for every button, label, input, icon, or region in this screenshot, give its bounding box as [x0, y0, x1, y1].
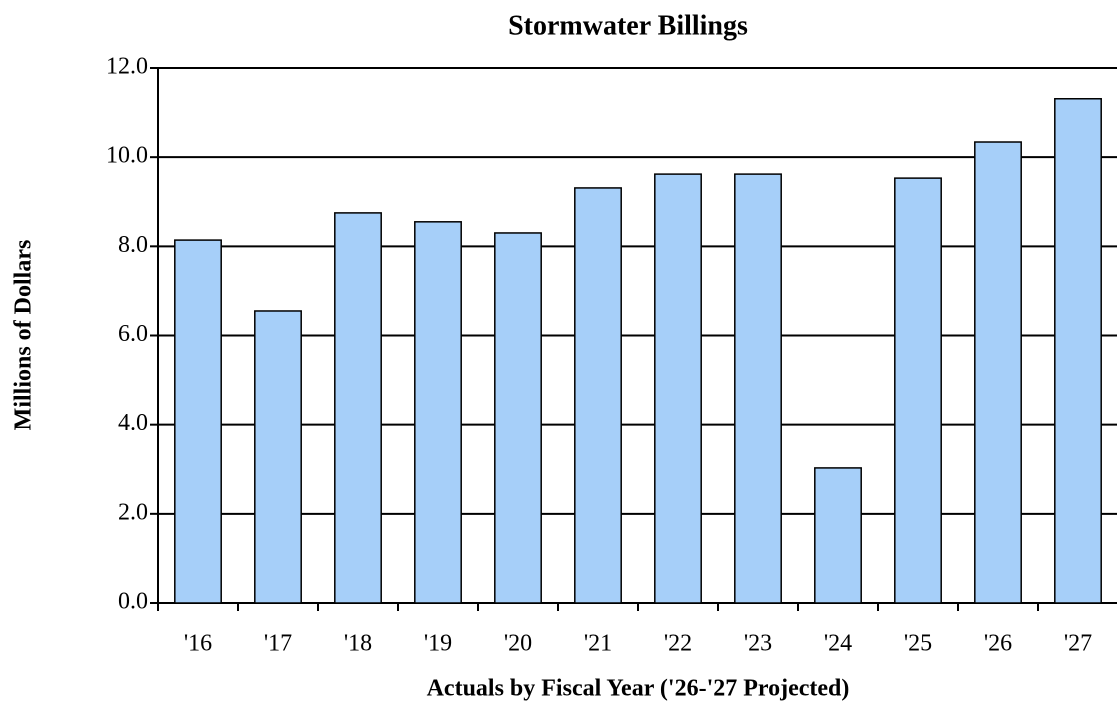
bar [814, 467, 862, 604]
x-tick-label: '24 [824, 631, 852, 657]
y-tick-label: 6.0 [118, 321, 148, 347]
x-tick-label: '23 [744, 631, 772, 657]
bar [574, 187, 622, 604]
y-tick-label: 12.0 [106, 54, 148, 80]
bar [974, 141, 1022, 604]
bar [174, 239, 222, 604]
bar [734, 173, 782, 604]
bar [654, 173, 702, 604]
y-tick-label: 8.0 [118, 232, 148, 258]
x-tick-label: '21 [584, 631, 612, 657]
chart-title: Stormwater Billings [508, 10, 748, 41]
bar [894, 177, 942, 604]
y-axis-label: Millions of Dollars [11, 240, 37, 431]
x-tick-label: '27 [1064, 631, 1092, 657]
bar [1054, 98, 1102, 604]
x-tick-label: '22 [664, 631, 692, 657]
bar [254, 310, 302, 604]
x-tick-label: '19 [424, 631, 452, 657]
x-tick-label: '20 [504, 631, 532, 657]
y-tick-label: 2.0 [118, 499, 148, 525]
y-tick-label: 4.0 [118, 410, 148, 436]
x-tick-label: '18 [344, 631, 372, 657]
x-tick-label: '25 [904, 631, 932, 657]
y-tick-label: 10.0 [106, 143, 148, 169]
x-tick-label: '26 [984, 631, 1012, 657]
x-tick-label: '16 [184, 631, 212, 657]
bar [334, 212, 382, 604]
y-tick-label: 0.0 [118, 589, 148, 615]
x-tick-label: '17 [264, 631, 292, 657]
bar [494, 232, 542, 604]
x-axis-label: Actuals by Fiscal Year ('26-'27 Projecte… [427, 676, 850, 702]
bar [414, 221, 462, 604]
